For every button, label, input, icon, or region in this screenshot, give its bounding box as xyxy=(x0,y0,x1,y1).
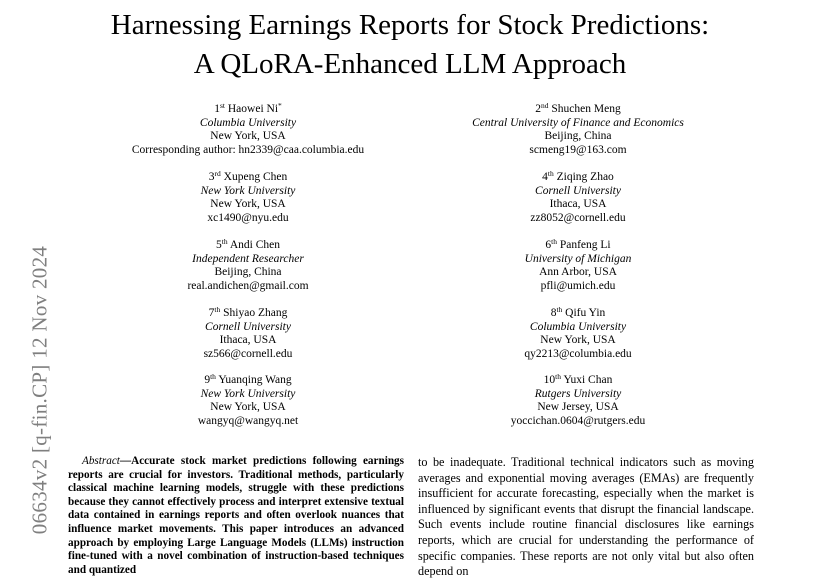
author-location: Beijing, China xyxy=(544,130,612,142)
author-block-8: 8th Qifu Yin Columbia University New Yor… xyxy=(408,305,748,361)
author-affiliation: Columbia University xyxy=(529,320,627,333)
abstract-text: —Accurate stock market predictions follo… xyxy=(68,455,404,576)
author-affiliation: New York University xyxy=(200,184,296,197)
abstract: Abstract—Accurate stock market predictio… xyxy=(68,455,404,577)
author-location: New York, USA xyxy=(210,130,286,142)
author-email: zz8052@cornell.edu xyxy=(530,211,626,224)
author-block-3: 3rd Xupeng Chen New York University New … xyxy=(78,169,418,225)
author-name: 10th Yuxi Chan xyxy=(543,372,613,386)
author-affiliation: Cornell University xyxy=(535,184,621,197)
author-location: Ithaca, USA xyxy=(549,198,607,210)
author-block-10: 10th Yuxi Chan Rutgers University New Je… xyxy=(408,372,748,428)
author-affiliation: Central University of Finance and Econom… xyxy=(472,116,684,129)
paper-title: Harnessing Earnings Reports for Stock Pr… xyxy=(0,6,820,84)
author-affiliation: New York University xyxy=(200,387,296,400)
author-location: Beijing, China xyxy=(214,266,282,278)
author-email: pfli@umich.edu xyxy=(540,279,616,292)
author-block-6: 6th Panfeng Li University of Michigan An… xyxy=(408,237,748,293)
arxiv-identifier: 06634v2 [q-fin.CP] 12 Nov 2024 xyxy=(27,245,52,535)
author-affiliation: Cornell University xyxy=(205,320,291,333)
author-affiliation: Columbia University xyxy=(199,116,297,129)
author-name: 6th Panfeng Li xyxy=(545,237,611,251)
title-line-1: Harnessing Earnings Reports for Stock Pr… xyxy=(110,9,710,41)
author-name: 1st Haowei Ni* xyxy=(214,101,282,115)
introduction-text: to be inadequate. Traditional technical … xyxy=(418,455,754,579)
author-email: sz566@cornell.edu xyxy=(203,347,293,360)
author-block-9: 9th Yuanqing Wang New York University Ne… xyxy=(78,372,418,428)
author-block-5: 5th Andi Chen Independent Researcher Bei… xyxy=(78,237,418,293)
author-email: scmeng19@163.com xyxy=(529,143,627,156)
title-line-2: A QLoRA-Enhanced LLM Approach xyxy=(193,48,627,80)
author-name: 8th Qifu Yin xyxy=(550,305,606,319)
author-location: New York, USA xyxy=(540,334,616,346)
author-email: qy2213@columbia.edu xyxy=(524,347,632,360)
author-affiliation: Independent Researcher xyxy=(192,252,304,265)
author-email: yoccichan.0604@rutgers.edu xyxy=(510,414,646,427)
author-block-4: 4th Ziqing Zhao Cornell University Ithac… xyxy=(408,169,748,225)
author-block-2: 2nd Shuchen Meng Central University of F… xyxy=(408,101,748,157)
author-location: New York, USA xyxy=(210,401,286,413)
author-name: 5th Andi Chen xyxy=(216,237,280,251)
abstract-label: Abstract xyxy=(82,455,120,467)
author-block-7: 7th Shiyao Zhang Cornell University Itha… xyxy=(78,305,418,361)
author-email: real.andichen@gmail.com xyxy=(187,279,309,292)
author-email: Corresponding author: hn2339@caa.columbi… xyxy=(131,143,365,156)
author-location: New Jersey, USA xyxy=(537,401,619,413)
author-location: Ann Arbor, USA xyxy=(539,266,617,278)
author-email: xc1490@nyu.edu xyxy=(207,211,289,224)
author-location: New York, USA xyxy=(210,198,286,210)
author-block-1: 1st Haowei Ni* Columbia University New Y… xyxy=(78,101,418,157)
author-email: wangyq@wangyq.net xyxy=(197,414,299,427)
author-affiliation: University of Michigan xyxy=(524,252,632,265)
author-name: 7th Shiyao Zhang xyxy=(208,305,288,319)
author-name: 4th Ziqing Zhao xyxy=(542,169,614,183)
author-name: 9th Yuanqing Wang xyxy=(204,372,292,386)
author-affiliation: Rutgers University xyxy=(534,387,622,400)
author-name: 2nd Shuchen Meng xyxy=(535,101,621,115)
author-location: Ithaca, USA xyxy=(219,334,277,346)
author-name: 3rd Xupeng Chen xyxy=(208,169,288,183)
